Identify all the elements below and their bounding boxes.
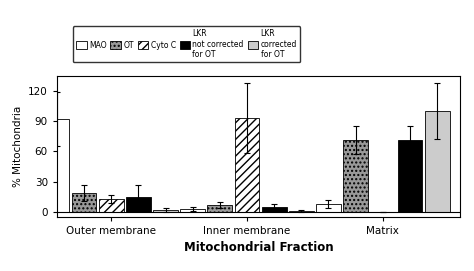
Bar <box>208 205 232 212</box>
Bar <box>126 197 151 212</box>
Legend: MAO, OT, Cyto C, LKR
not corrected
for OT, LKR
corrected
for OT: MAO, OT, Cyto C, LKR not corrected for O… <box>73 26 300 62</box>
Bar <box>262 207 287 212</box>
Bar <box>235 118 259 212</box>
Bar <box>425 111 450 212</box>
Bar <box>343 140 368 212</box>
Bar <box>153 210 178 212</box>
Bar <box>180 209 205 212</box>
Bar <box>289 211 314 212</box>
X-axis label: Mitochondrial Fraction: Mitochondrial Fraction <box>183 241 333 254</box>
Bar <box>45 119 69 212</box>
Bar <box>398 140 422 212</box>
Y-axis label: % Mitochondria: % Mitochondria <box>12 106 23 187</box>
Bar <box>99 199 124 212</box>
Bar <box>72 193 97 212</box>
Bar <box>316 204 341 212</box>
